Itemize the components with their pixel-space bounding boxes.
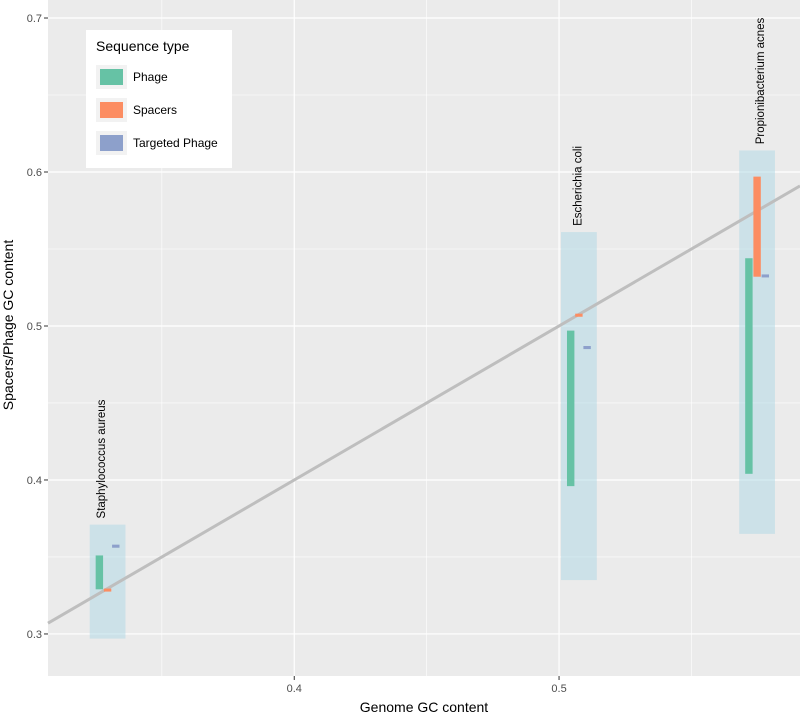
species-labels: Staphylococcus aureus Escherichia coli Pro… — [96, 17, 767, 518]
bar-targeted-propionibacterium-acnes — [761, 274, 770, 278]
bar-spacers-propionibacterium-acnes — [753, 176, 761, 277]
band-escherichia-coli — [561, 232, 597, 581]
bar-targeted-escherichia-coli — [583, 346, 591, 350]
legend: Sequence type Phage Spacers Targeted Phage — [86, 30, 232, 168]
legend-label-targeted-phage: Targeted Phage — [133, 136, 218, 150]
legend-swatch-targeted-phage — [100, 135, 123, 151]
y-tick-label: 0.4 — [27, 475, 42, 487]
legend-label-spacers: Spacers — [133, 103, 177, 117]
axis-ticks — [44, 17, 560, 680]
trend-line-layer — [47, 184, 800, 625]
major-gridlines — [48, 0, 800, 676]
bar-phage-propionibacterium-acnes — [745, 258, 753, 474]
legend-swatch-phage — [100, 69, 123, 85]
trend-line — [47, 184, 800, 625]
y-tick-label: 0.6 — [27, 167, 42, 179]
label-escherichia-coli: Escherichia coli — [573, 146, 585, 226]
label-staphylococcus-aureus: Staphylococcus aureus — [96, 399, 108, 518]
y-tick-label: 0.7 — [27, 13, 42, 25]
bar-phage-staphylococcus-aureus — [95, 555, 104, 590]
legend-entries: Phage Spacers Targeted Phage — [96, 65, 218, 155]
legend-swatch-spacers — [100, 102, 123, 118]
bar-phage-escherichia-coli — [566, 330, 575, 487]
bar-spacers-escherichia-coli — [575, 313, 583, 317]
sequence-range-bars — [95, 176, 770, 592]
y-tick-label: 0.3 — [27, 629, 42, 641]
x-tick-label: 0.4 — [287, 683, 302, 695]
axis-tick-labels: 0.40.50.60.30.40.50.60.7 — [27, 13, 567, 695]
y-tick-label: 0.5 — [27, 321, 42, 333]
legend-label-phage: Phage — [133, 70, 168, 84]
y-axis-title: Spacers/Phage GC content — [0, 240, 16, 411]
bar-targeted-staphylococcus-aureus — [112, 544, 120, 548]
x-axis-title: Genome GC content — [360, 699, 489, 715]
legend-title: Sequence type — [96, 38, 190, 54]
label-propionibacterium-acnes: Propionibacterium acnes — [755, 17, 767, 144]
bar-spacers-staphylococcus-aureus — [103, 588, 112, 592]
x-tick-label: 0.5 — [551, 683, 566, 695]
